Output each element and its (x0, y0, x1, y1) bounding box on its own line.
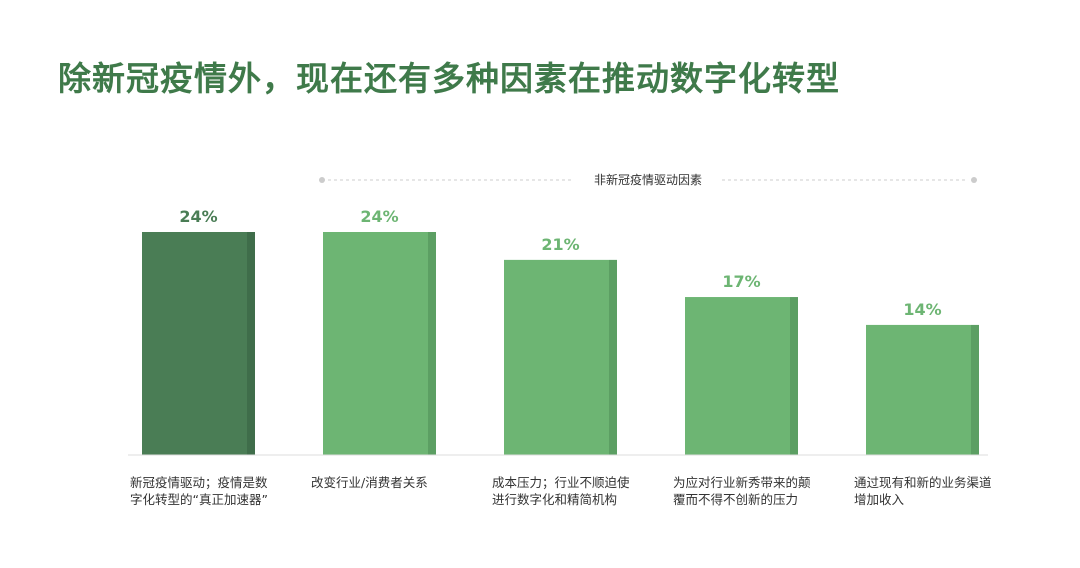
category-label-2: 改变行业/消费者关系 (311, 475, 428, 490)
bar-1-side (247, 232, 255, 455)
bar-2-side (428, 232, 436, 455)
group-label: 非新冠疫情驱动因素 (594, 172, 702, 187)
bar-2 (323, 232, 428, 455)
category-label-3: 成本压力；行业不顺迫使进行数字化和精简机构 (492, 475, 630, 507)
bars-group: 24% 24% 21% 17% 14% (142, 207, 979, 455)
category-label-5: 通过现有和新的业务渠道增加收入 (854, 475, 992, 507)
bar-value-label-3: 21% (541, 235, 579, 254)
bar-1 (142, 232, 247, 455)
bracket-left-dot (319, 177, 325, 183)
bar-value-label-2: 24% (360, 207, 398, 226)
bar-value-label-4: 17% (722, 272, 760, 291)
bar-3 (504, 259, 609, 455)
bar-value-label-1: 24% (179, 207, 217, 226)
bar-4 (685, 297, 790, 455)
bar-5-side (971, 324, 979, 455)
category-label-4: 为应对行业新秀带来的颠覆而不得不创新的压力 (673, 475, 811, 507)
page-title: 除新冠疫情外，现在还有多种因素在推动数字化转型 (58, 59, 840, 98)
bar-5 (866, 324, 971, 455)
category-label-1: 新冠疫情驱动；疫情是数字化转型的“真正加速器” (130, 475, 268, 507)
bar-3-side (609, 259, 617, 455)
group-bracket: 非新冠疫情驱动因素 (319, 172, 977, 187)
bar-4-side (790, 297, 798, 455)
bar-value-label-5: 14% (903, 300, 941, 319)
bracket-right-dot (971, 177, 977, 183)
